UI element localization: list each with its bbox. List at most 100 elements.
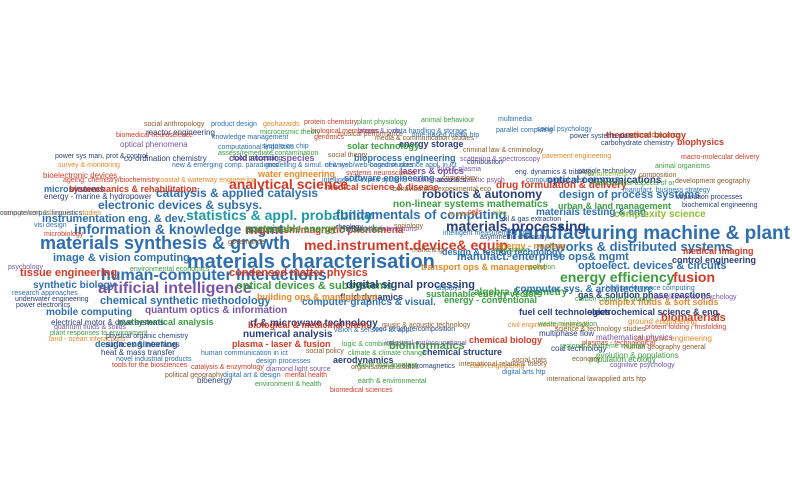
- word-power-systems-plant: power systems plant: [570, 133, 634, 140]
- word-ageing-chemistry-biochemistry: ageing: chemistry/biochemistry: [63, 177, 160, 184]
- word-musical-performance: musical performance: [338, 131, 403, 138]
- word-protein-chemistry: protein chemistry: [304, 119, 358, 126]
- word-carbon-capture-storage: carbon capture & storage: [575, 296, 654, 303]
- word-food-processing: food processing: [233, 155, 283, 162]
- word-system-on-chip: system on chip: [262, 143, 309, 150]
- word-energy-storage: energy storage: [399, 139, 464, 149]
- word-energy-marine-hydropower: energy - marine & hydropower: [44, 192, 152, 201]
- word-new-emerging-comp-paradigms: new & emerging comp. paradigms: [172, 162, 279, 169]
- word-aerodynamics: aerodynamics: [333, 355, 394, 365]
- word-psychology: psychology: [8, 264, 44, 271]
- word-instrumentation-eng-dev: instrumentation eng. & dev.: [42, 213, 187, 225]
- word-design-processes: design processes: [256, 358, 311, 365]
- word-electromagnetics: electromagnetics: [402, 363, 455, 370]
- word-pavement-engineering: pavement engineering: [542, 153, 612, 160]
- word-mobile-computing: mobile computing: [46, 307, 133, 318]
- word-waste-minimisation: waste minimisation: [538, 321, 598, 328]
- word-drug-formulation-delivery: drug formulation & delivery: [496, 180, 627, 191]
- word-biophysics: biophysics: [677, 137, 725, 147]
- word-combustion: combustion: [467, 159, 503, 166]
- word-organisational-studies: organisational studies: [351, 364, 419, 371]
- word-bioprocess-engineering: bioprocess engineering: [354, 153, 456, 163]
- word-plant-responses-to-environment: plant responses to environment: [50, 330, 148, 337]
- word-regional-extreme-weather: regional & extreme weather: [560, 343, 646, 350]
- word-product-design: product design: [211, 121, 257, 128]
- word-wind-power: wind power: [493, 247, 529, 254]
- word-light-matter-interactions: light-matter interactions: [344, 226, 417, 233]
- word-social-policy: social policy: [306, 348, 344, 355]
- word-governance: governance: [228, 239, 265, 246]
- word-intelligent-measurement-sys: intelligent measurement sys.: [443, 230, 532, 237]
- word-microbiology: microbiology: [44, 231, 84, 238]
- word-biomedical-sciences: biomedical sciences: [330, 387, 393, 394]
- word-separation-processes: separation processes: [676, 194, 743, 201]
- word-building-ops-management: building ops & management: [257, 292, 378, 302]
- word-electrical-motor-drive-systems: electrical motor & drive systems: [51, 318, 164, 327]
- word-pollution: pollution: [529, 264, 556, 271]
- word-solar-technology: solar technology: [347, 141, 420, 151]
- word-energy-nuclear: energy - nuclear: [496, 241, 566, 251]
- word-management-business-studies: management & business studies: [0, 210, 102, 217]
- word-research-approaches: research approaches: [12, 290, 78, 297]
- word-catalysis-applied-catalysis: catalysis & applied catalysis: [156, 186, 319, 200]
- word-economy: economy: [572, 356, 601, 363]
- word-human-computer-interactions: human-computer interactions: [101, 267, 327, 284]
- word-surfaces-interfaces: surfaces & interfaces: [105, 340, 180, 349]
- word-complexity-science: complexity science: [614, 209, 706, 220]
- word-condensed-matter-physics: condensed matter physics: [229, 267, 368, 279]
- word-energy-conventional: energy - conventional: [444, 295, 538, 305]
- word-reinforcement: reinforcement: [585, 171, 628, 178]
- word-carbohydrate-chemistry: carbohydrate chemistry: [601, 140, 674, 147]
- word-synthetic-biology: synthetic biology: [33, 280, 116, 291]
- word-sustainable-energy-networks: sustainable energy networks: [246, 224, 384, 235]
- word-magnetism-magnetic-phenomena: magnetism/magnetic phenomena: [245, 225, 404, 236]
- word-complex-fluids-soft-solids: complex fluids & soft solids: [599, 297, 719, 307]
- word-biochemical-engineering: biochemical engineering: [682, 202, 758, 209]
- word-protein-folding-misfolding: protein folding / misfolding: [645, 324, 727, 331]
- word-international-relations-theory: international relations theory: [459, 361, 547, 368]
- word-particle-technology: particle technology: [578, 168, 637, 175]
- word-knowledge-management: knowledge management: [212, 134, 289, 141]
- word-energy-efficiency: energy efficiency: [560, 269, 675, 285]
- word-in-vitro: in vitro &: [449, 211, 477, 218]
- word-environmental-economics: environmental economics: [130, 266, 210, 273]
- word-social-stats: social stats: [512, 357, 547, 364]
- word-composition: composition: [639, 172, 677, 179]
- word-electronic-devices-subsys: electronic devices & subsys.: [98, 198, 263, 212]
- word-biological-medicinal-chem: biological & medicinal chem.: [248, 320, 372, 330]
- word-compute-corpus-linguistics: compute/corpus linguistics: [0, 210, 83, 217]
- word-criminology: criminology: [442, 175, 478, 182]
- word-algebra-geometry: algebra & geometry: [474, 287, 568, 298]
- word-structural-engineering: structural engineering: [635, 334, 712, 343]
- word-power-sys-man-prot-control: power sys man, prot & control: [55, 153, 148, 160]
- word-reactor-engineering: reactor engineering: [146, 128, 215, 137]
- word-optical-devices-subsystems: optical devices & subsystems: [236, 280, 393, 292]
- word-displays: displays: [436, 285, 462, 292]
- word-robotics-autonomy: robotics & autonomy: [422, 187, 543, 201]
- word-geohazards: geohazards: [263, 121, 300, 128]
- word-biomechanics-rehabilitation: biomechanics & rehabilitation: [69, 184, 198, 194]
- word-parallel-computing: parallel computing: [496, 127, 553, 134]
- word-novel-industrial-products: novel industrial products: [116, 356, 192, 363]
- word-computer-sys-architecture: computer sys. & architecture: [515, 284, 653, 295]
- word-survey-monitoring: survey & monitoring: [58, 162, 120, 169]
- word-human-geography-general: human geography general: [624, 344, 706, 351]
- word-med-instrument-device-equip: med.instrument.device& equip.: [304, 237, 512, 253]
- word-optical-phenomena: optical phenomena: [120, 140, 188, 149]
- word-cognitive-science-appl-in-ict: cognitive science appl. in ict: [370, 162, 457, 169]
- word-catalysis-enzymology: catalysis & enzymology: [191, 364, 264, 371]
- word-assess-remediate-contamination: assess/remediate contamination: [218, 150, 319, 157]
- word-coal-technology: coal technology: [551, 344, 607, 353]
- word-computer-graphics-visual: computer graphics & visual.: [302, 297, 436, 308]
- word-electrochemical-science-eng: electrochemical science & eng.: [587, 307, 721, 317]
- word-developmental-psychology: developmental psychology: [654, 294, 737, 301]
- word-tools-for-the-biosciences: tools for the biosciences: [112, 362, 188, 369]
- word-computational-linguistics: computational linguistics: [218, 144, 294, 151]
- word-mathematical-physics: mathematical physics: [596, 333, 673, 342]
- word-tribo: tribo: [493, 210, 507, 217]
- word-land-ocean-interactions: land - ocean interactions: [49, 336, 126, 343]
- word-power-electronics: power electronics: [16, 302, 71, 309]
- word-atoms-ions: atoms & ions: [359, 128, 400, 135]
- word-scattering-spectroscopy: scattering & spectroscopy: [460, 156, 541, 163]
- word-cells: cells: [468, 209, 483, 216]
